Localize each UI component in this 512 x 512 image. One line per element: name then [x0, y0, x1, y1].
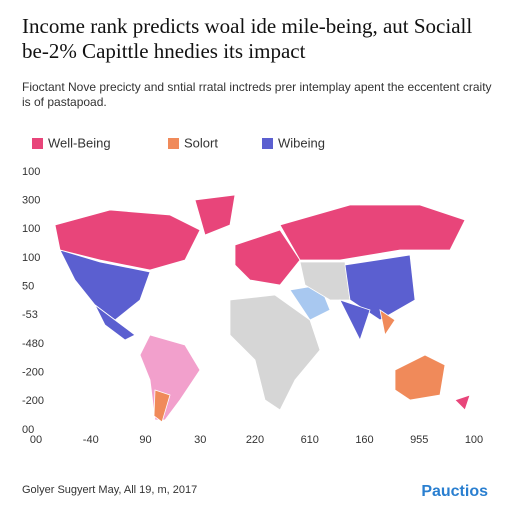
- y-axis-label: 100: [22, 252, 40, 264]
- y-axis-label: -480: [22, 338, 44, 350]
- china: [344, 254, 416, 321]
- legend-swatch: [168, 138, 179, 149]
- usa: [59, 249, 151, 321]
- legend-label: Solort: [184, 135, 218, 150]
- y-axis-label: -200: [22, 367, 44, 379]
- title: Income rank predicts woal ide mile-being…: [22, 14, 473, 63]
- y-axis-label: -200: [22, 395, 44, 407]
- x-axis-label: 610: [301, 434, 319, 446]
- x-axis-label: 100: [465, 434, 483, 446]
- australia: [394, 354, 446, 401]
- y-axis-label: 00: [22, 424, 34, 436]
- russia: [279, 204, 466, 261]
- y-axis-label: 100: [22, 223, 40, 235]
- x-axis-label: 00: [30, 434, 42, 446]
- south-america: [139, 334, 201, 421]
- brand: Pauctios: [421, 483, 488, 500]
- subtitle: Fioctant Nove precicty and sntial rratal…: [22, 80, 492, 109]
- central-america: [94, 304, 136, 341]
- y-axis-label: 300: [22, 195, 40, 207]
- continents: [54, 194, 471, 423]
- india: [339, 299, 371, 342]
- new-zealand: [454, 394, 471, 411]
- x-axis-label: 30: [194, 434, 206, 446]
- argentina: [153, 389, 171, 423]
- legend-label: Wibeing: [278, 135, 325, 150]
- legend-label: Well-Being: [48, 135, 111, 150]
- canada: [54, 209, 201, 271]
- southeast-asia: [379, 309, 396, 337]
- x-axis-label: -40: [83, 434, 99, 446]
- x-axis-label: 90: [139, 434, 151, 446]
- greenland: [194, 194, 236, 236]
- x-axis-label: 220: [246, 434, 264, 446]
- y-axis-label: 50: [22, 281, 34, 293]
- y-axis-label: -53: [22, 309, 38, 321]
- footer: Golyer Sugyert May, All 19, m, 2017: [22, 484, 198, 496]
- x-axis-label: 955: [410, 434, 428, 446]
- africa: [229, 294, 321, 411]
- europe: [234, 229, 301, 286]
- legend-swatch: [262, 138, 273, 149]
- legend-swatch: [32, 138, 43, 149]
- y-axis-label: 100: [22, 166, 40, 178]
- x-axis-label: 160: [355, 434, 373, 446]
